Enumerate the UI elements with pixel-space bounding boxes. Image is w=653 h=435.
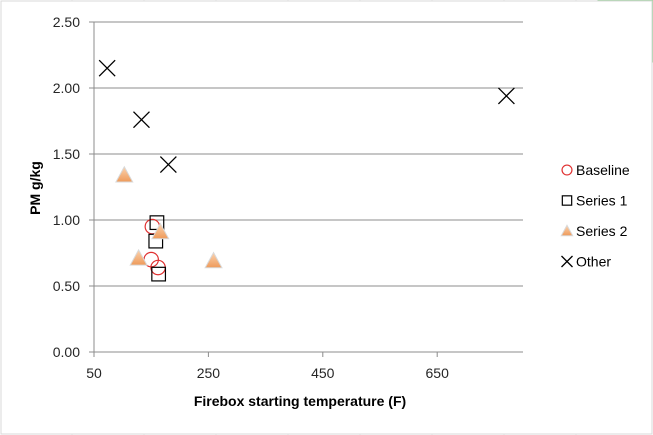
legend: Baseline Series 1 Series 2 Other [560,162,630,270]
y-tick-label: 1.00 [53,212,80,228]
data-point-x[interactable] [133,111,150,129]
data-point-triangle[interactable] [204,251,223,269]
data-points [98,59,515,282]
y-tick-label: 0.00 [53,344,80,360]
legend-label: Other [576,254,611,270]
x-tick-label: 250 [197,365,221,381]
legend-item[interactable]: Other [561,254,612,270]
x-axis-title: Firebox starting temperature (F) [194,393,406,409]
y-tick-label: 2.50 [53,14,80,30]
legend-item[interactable]: Series 1 [561,193,628,209]
legend-marker-x[interactable] [561,255,573,268]
y-tick-label: 0.50 [53,278,80,294]
x-tick-label: 450 [311,365,335,381]
legend-label: Series 2 [576,223,628,239]
data-point-triangle[interactable] [129,248,148,266]
legend-item[interactable]: Baseline [561,162,630,178]
series-other [98,59,515,174]
data-point-x[interactable] [159,156,177,174]
legend-marker-circle[interactable] [561,164,573,176]
y-tick-label: 2.00 [53,80,80,96]
series-series-2 [115,165,223,269]
y-axis-title: PM g/kg [27,161,43,215]
data-point-x[interactable] [497,87,515,105]
x-tick-label: 50 [86,365,102,381]
data-point-x[interactable] [98,59,116,77]
legend-marker-square[interactable] [561,195,573,206]
legend-label: Baseline [576,162,630,178]
x-tick-label: 650 [426,365,450,381]
legend-marker-triangle[interactable] [560,224,574,237]
y-tick-label: 1.50 [53,146,80,162]
tick-labels: 0.00 0.50 1.00 1.50 2.00 2.50 50 250 450 650 [53,14,449,381]
data-point-square[interactable] [151,266,167,282]
data-point-triangle[interactable] [115,165,134,183]
legend-item[interactable]: Series 2 [560,223,628,239]
axes [89,21,523,357]
legend-label: Series 1 [576,193,628,209]
data-point-triangle[interactable] [151,222,170,240]
